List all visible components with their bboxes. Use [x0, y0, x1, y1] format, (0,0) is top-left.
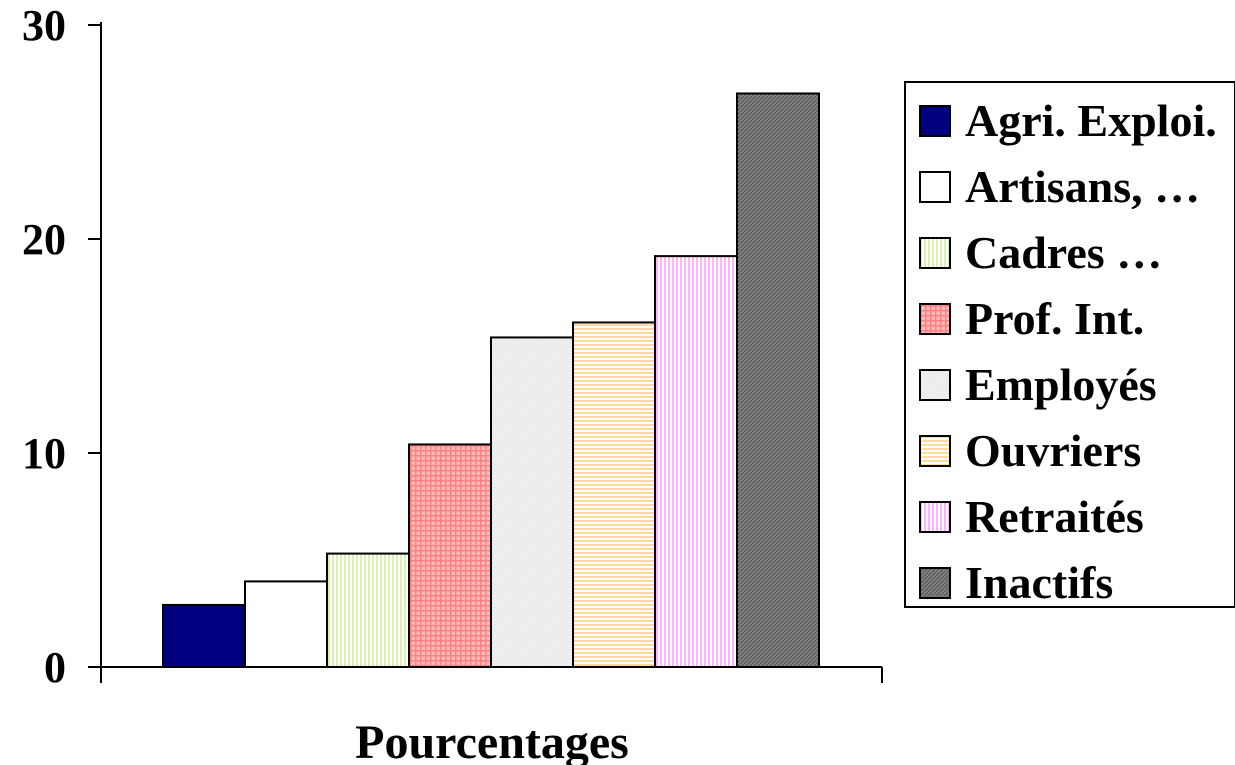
legend-label-agri-exploi: Agri. Exploi. — [965, 95, 1217, 146]
bar-ouvriers — [572, 321, 656, 668]
bar-artisans — [244, 580, 328, 669]
bar-prof-int — [408, 443, 492, 668]
legend-box — [904, 81, 1235, 608]
legend-swatch-cadres — [919, 237, 951, 269]
legend-swatch-ouvriers — [919, 435, 951, 467]
legend-swatch-artisans — [919, 171, 951, 203]
y-axis-ticks: 0 10 20 30 — [22, 1, 101, 692]
legend-swatch-inactifs — [919, 567, 951, 599]
legend: Agri. Exploi. Artisans, … Cadres … Prof. In… — [904, 81, 1235, 608]
bar-cadres — [326, 552, 410, 669]
y-tick-label: 30 — [22, 1, 66, 50]
legend-swatch-agri-exploi — [919, 105, 951, 137]
legend-label-prof-int: Prof. Int. — [965, 293, 1144, 344]
legend-label-cadres: Cadres … — [965, 227, 1162, 278]
legend-label-artisans: Artisans, … — [965, 161, 1200, 212]
legend-swatch-employes — [919, 369, 951, 401]
legend-label-employes: Employés — [965, 359, 1157, 410]
bar-inactifs — [736, 92, 820, 669]
bar-employes — [490, 336, 574, 668]
legend-swatch-prof-int — [919, 303, 951, 335]
legend-swatch-retraites — [919, 501, 951, 533]
y-tick-label: 10 — [22, 429, 66, 478]
y-tick-label: 20 — [22, 215, 66, 264]
legend-label-retraites: Retraités — [965, 491, 1144, 542]
bar-agri-exploi — [162, 603, 246, 669]
bars — [162, 92, 820, 669]
y-tick-label: 0 — [44, 643, 66, 692]
x-axis-label: Pourcentages — [355, 716, 629, 765]
bar-retraites — [654, 255, 738, 668]
legend-label-ouvriers: Ouvriers — [965, 425, 1141, 476]
legend-label-inactifs: Inactifs — [965, 557, 1113, 608]
